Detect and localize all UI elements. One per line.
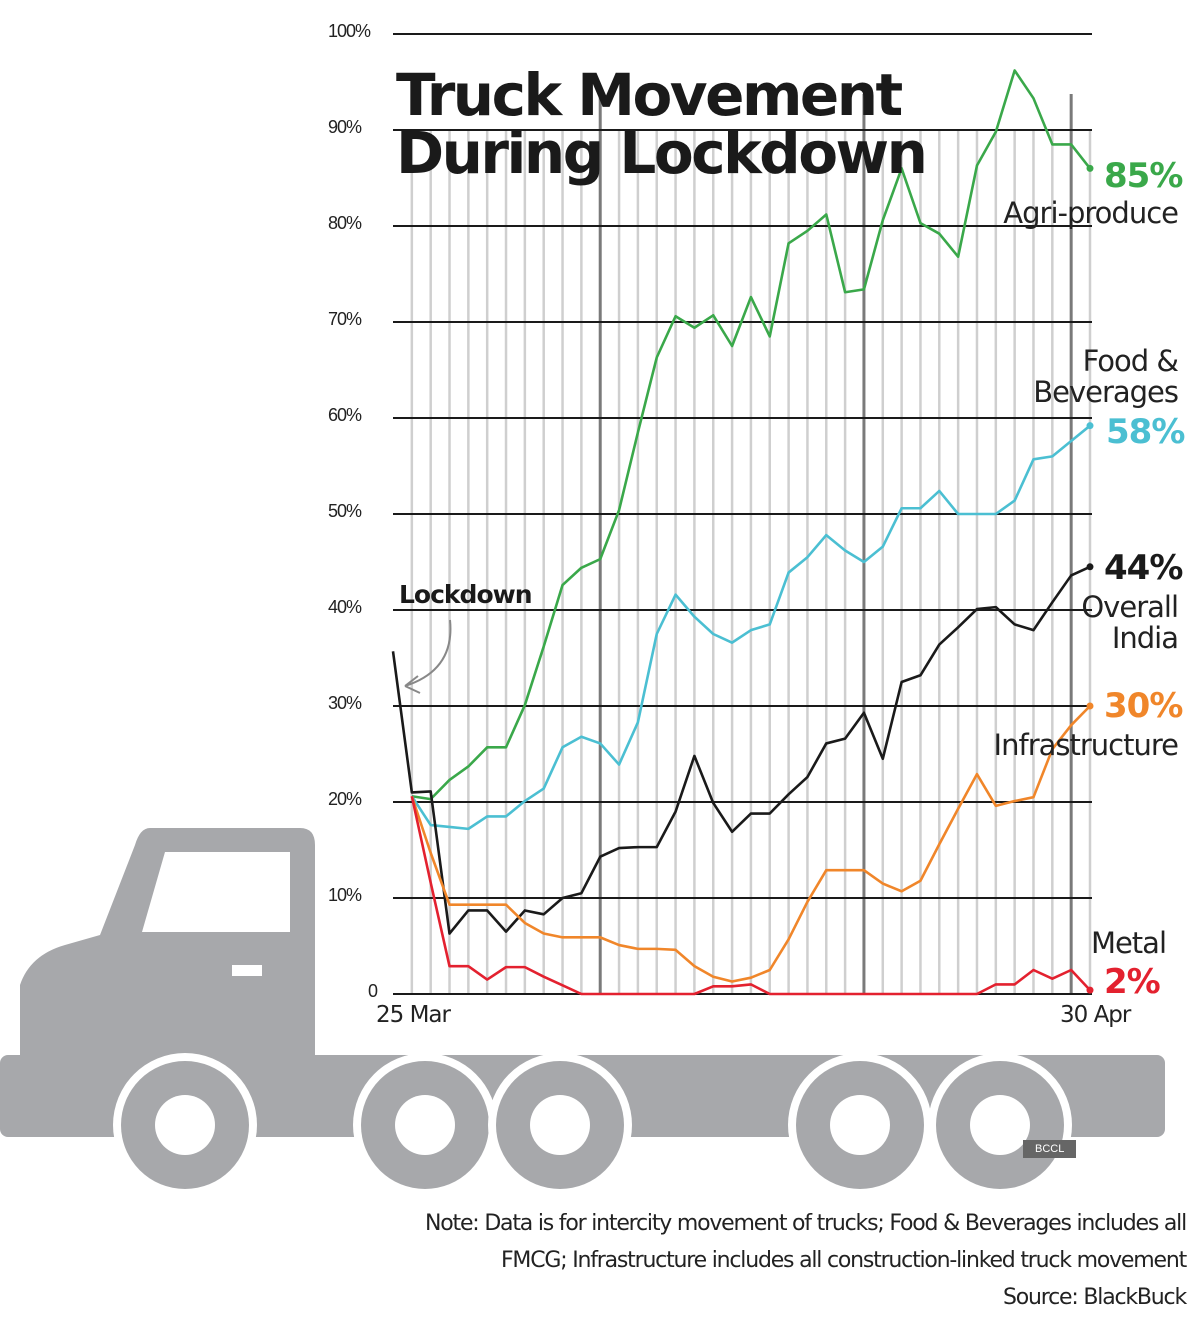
infra-label: Infrastructure: [993, 728, 1179, 762]
series-end-point-infra: [1086, 702, 1094, 710]
note-line-2: FMCG; Infrastructure includes all constr…: [500, 1248, 1187, 1273]
lockdown-arrow: [404, 619, 452, 694]
series-line-overall: [391, 565, 1091, 935]
y-tick-label: 90%: [328, 117, 362, 137]
y-tick-label: 20%: [328, 789, 362, 809]
y-tick-label: 0: [368, 981, 378, 1001]
overall-label: Overall India: [1081, 590, 1179, 655]
series-end-point-metal: [1086, 986, 1094, 994]
series-line-metal: [410, 795, 1091, 996]
metal-label: Metal: [1090, 926, 1167, 960]
overall-label-line-2: India: [1111, 621, 1179, 655]
overall-end-value: 44%: [1104, 548, 1183, 588]
series-end-point-agri: [1086, 164, 1094, 172]
food-label-line-1: Food &: [1082, 344, 1179, 378]
overall-label-line-1: Overall: [1081, 590, 1179, 624]
bccl-watermark: BCCL: [1023, 1140, 1077, 1158]
y-tick-label: 80%: [328, 213, 362, 233]
title-line-2: During Lockdown: [396, 119, 928, 187]
food-end-value: 58%: [1106, 412, 1185, 452]
food-label-line-2: Beverages: [1033, 375, 1179, 409]
note-line-1: Note: Data is for intercity movement of …: [425, 1211, 1187, 1236]
food-label: Food & Beverages: [1033, 344, 1179, 409]
lockdown-annotation: Lockdown: [399, 580, 533, 609]
chart-title: Truck Movement During Lockdown: [396, 61, 928, 187]
truck-wheel: [928, 1053, 1072, 1197]
truck-wheel: [788, 1053, 932, 1197]
truck-wheel: [113, 1053, 257, 1197]
door-handle: [232, 965, 262, 976]
footnote: Note: Data is for intercity movement of …: [425, 1205, 1187, 1316]
x-tick-start: 25 Mar: [376, 1002, 451, 1028]
series-line-infra: [410, 705, 1091, 983]
y-tick-label: 70%: [328, 309, 362, 329]
truck-wheel: [488, 1053, 632, 1197]
infra-end-value: 30%: [1104, 686, 1183, 726]
metal-end-value: 2%: [1104, 962, 1161, 1002]
series-end-point-food: [1086, 422, 1094, 430]
y-tick-label: 60%: [328, 405, 362, 425]
truck-window: [142, 852, 290, 932]
agri-end-value: 85%: [1104, 156, 1183, 196]
y-tick-label: 40%: [328, 597, 362, 617]
series-line-agri: [411, 69, 1092, 801]
series-end-point-overall: [1086, 563, 1094, 571]
y-tick-label: 50%: [328, 501, 362, 521]
y-tick-label: 30%: [328, 693, 362, 713]
x-tick-end: 30 Apr: [1060, 1002, 1131, 1028]
truck-wheel: [353, 1053, 497, 1197]
y-tick-label: 100%: [328, 21, 371, 41]
title-line-1: Truck Movement: [396, 61, 903, 129]
agri-label: Agri-produce: [1003, 196, 1179, 230]
series-line-food: [410, 424, 1091, 831]
source-line: Source: BlackBuck: [1003, 1285, 1187, 1310]
y-tick-label: 10%: [328, 885, 362, 905]
